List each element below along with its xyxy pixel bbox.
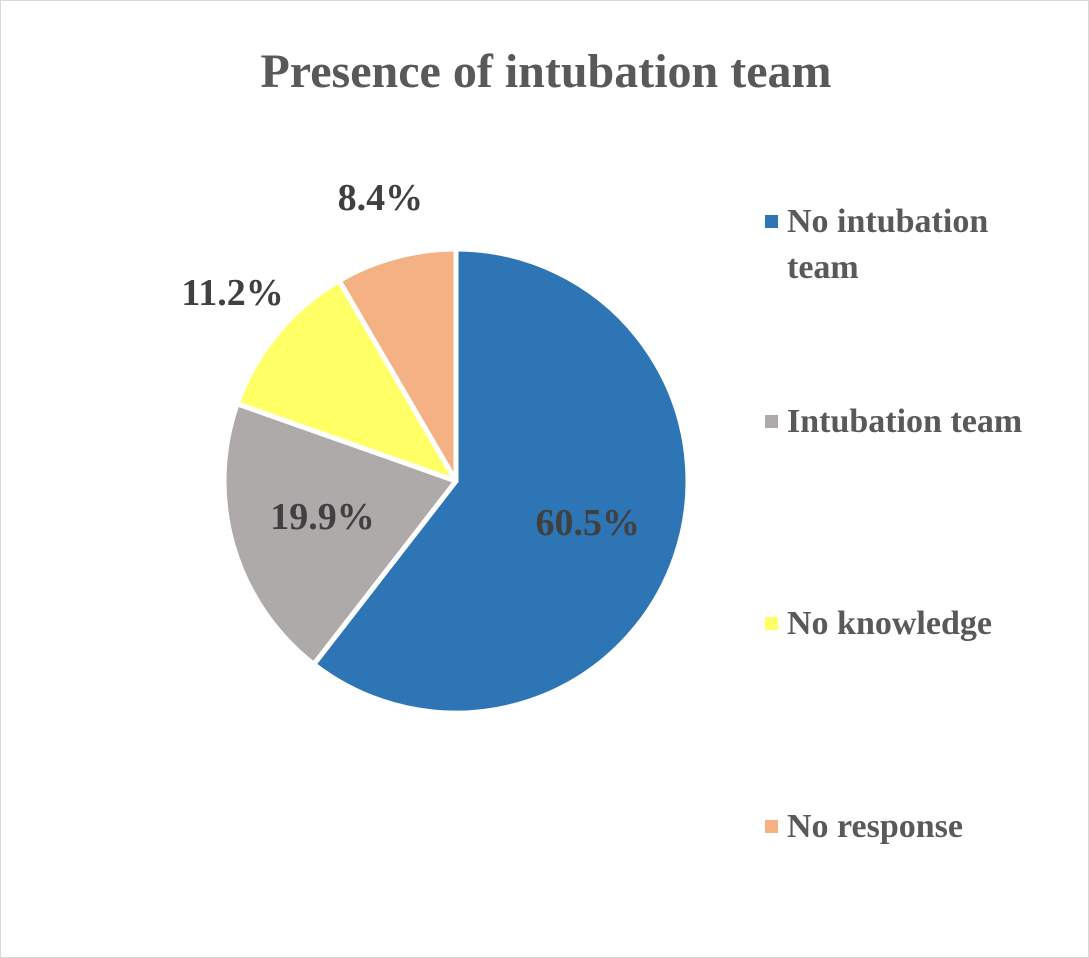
- legend-swatch: [765, 215, 778, 228]
- legend-entry: No response: [765, 804, 1049, 850]
- data-label: 8.4%: [338, 177, 424, 219]
- legend-swatch: [765, 617, 778, 630]
- pie-slice: [311, 246, 691, 716]
- legend-label: No intubation team: [787, 203, 989, 286]
- legend-swatch: [765, 820, 778, 833]
- chart-title: Presence of intubation team: [260, 45, 831, 98]
- legend-entry: No knowledge: [765, 601, 1049, 647]
- pie-slice: [336, 246, 459, 484]
- legend-swatch: [765, 415, 778, 428]
- legend-label: No knowledge: [787, 605, 992, 642]
- legend-label: No response: [787, 808, 963, 845]
- legend-label: Intubation team: [787, 403, 1023, 440]
- pie-slice: [234, 278, 459, 484]
- data-label: 11.2%: [181, 272, 283, 314]
- data-label: 19.9%: [270, 496, 375, 538]
- legend-entry: Intubation team: [765, 399, 1049, 445]
- pie-slice: [221, 401, 459, 667]
- data-label: 60.5%: [535, 502, 640, 544]
- legend-entry: No intubation team: [765, 199, 1049, 291]
